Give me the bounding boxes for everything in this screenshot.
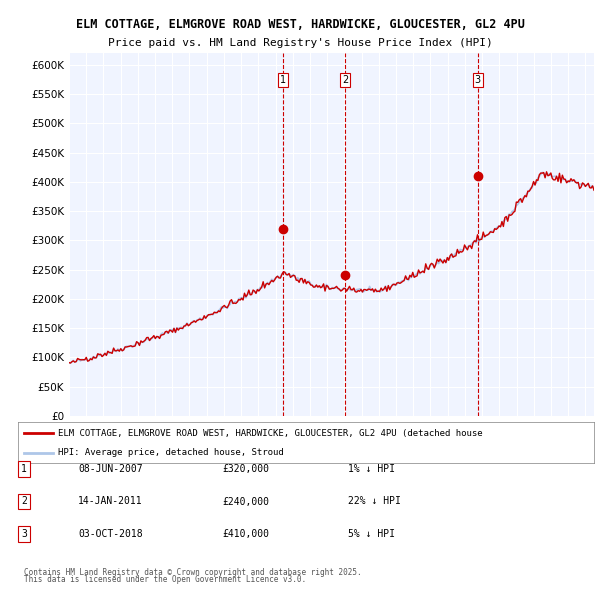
Text: 1% ↓ HPI: 1% ↓ HPI [348, 464, 395, 474]
Text: 2: 2 [342, 76, 348, 86]
Text: HPI: Average price, detached house, Stroud: HPI: Average price, detached house, Stro… [58, 448, 284, 457]
Text: 03-OCT-2018: 03-OCT-2018 [78, 529, 143, 539]
Text: ELM COTTAGE, ELMGROVE ROAD WEST, HARDWICKE, GLOUCESTER, GL2 4PU (detached house: ELM COTTAGE, ELMGROVE ROAD WEST, HARDWIC… [58, 429, 483, 438]
Text: 3: 3 [475, 76, 481, 86]
Text: 1: 1 [21, 464, 27, 474]
Text: 2: 2 [21, 497, 27, 506]
Text: 22% ↓ HPI: 22% ↓ HPI [348, 497, 401, 506]
Text: £240,000: £240,000 [222, 497, 269, 506]
Text: 3: 3 [21, 529, 27, 539]
Text: £320,000: £320,000 [222, 464, 269, 474]
Text: £410,000: £410,000 [222, 529, 269, 539]
Text: ELM COTTAGE, ELMGROVE ROAD WEST, HARDWICKE, GLOUCESTER, GL2 4PU: ELM COTTAGE, ELMGROVE ROAD WEST, HARDWIC… [76, 18, 524, 31]
Text: 1: 1 [280, 76, 286, 86]
Text: 14-JAN-2011: 14-JAN-2011 [78, 497, 143, 506]
Text: Contains HM Land Registry data © Crown copyright and database right 2025.: Contains HM Land Registry data © Crown c… [24, 568, 362, 577]
Text: Price paid vs. HM Land Registry's House Price Index (HPI): Price paid vs. HM Land Registry's House … [107, 38, 493, 48]
Text: 5% ↓ HPI: 5% ↓ HPI [348, 529, 395, 539]
Text: This data is licensed under the Open Government Licence v3.0.: This data is licensed under the Open Gov… [24, 575, 306, 584]
Text: 08-JUN-2007: 08-JUN-2007 [78, 464, 143, 474]
